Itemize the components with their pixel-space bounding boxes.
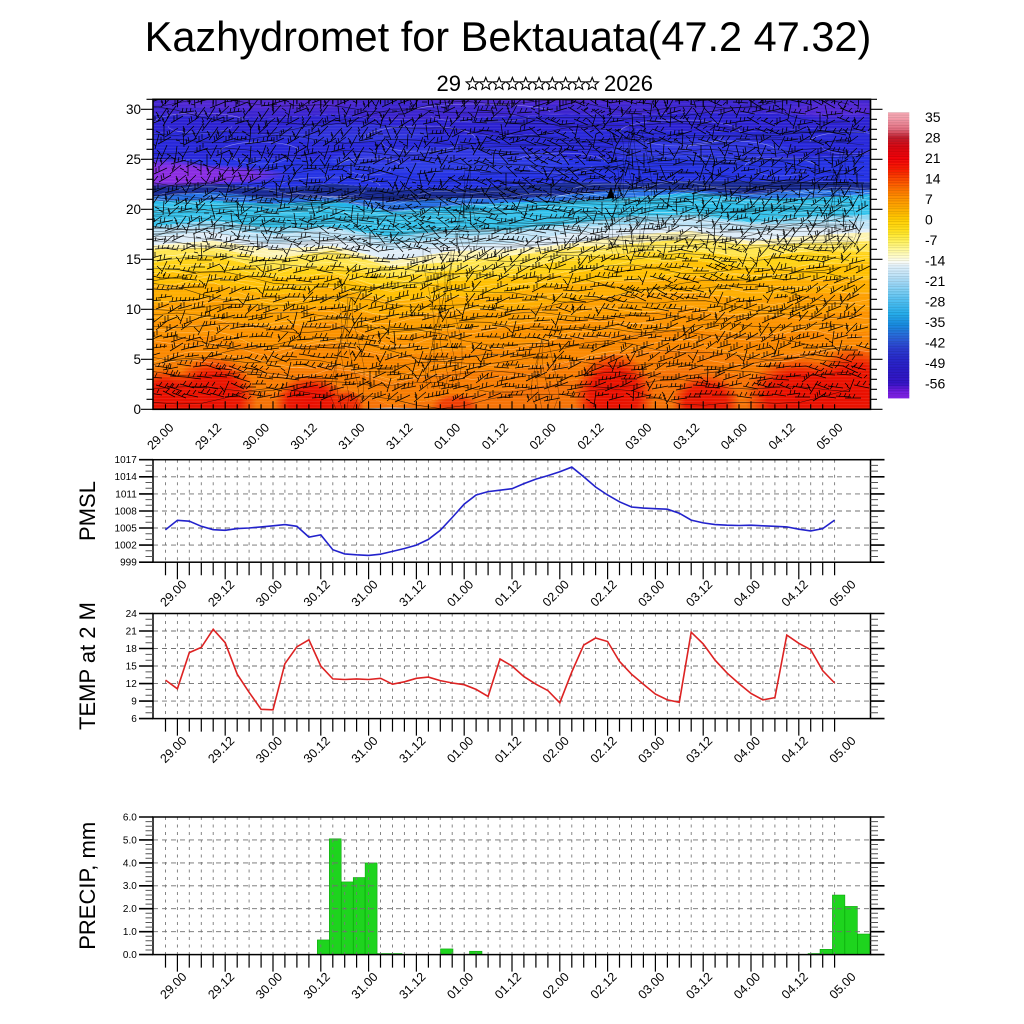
svg-text:21: 21: [925, 150, 941, 166]
svg-text:-35: -35: [925, 314, 945, 330]
svg-text:9: 9: [131, 697, 137, 708]
svg-text:2.0: 2.0: [123, 904, 137, 915]
svg-text:-28: -28: [925, 294, 945, 310]
svg-text:-42: -42: [925, 335, 945, 351]
svg-text:PMSL: PMSL: [75, 481, 100, 541]
svg-text:-7: -7: [925, 232, 938, 248]
svg-text:18: 18: [126, 644, 138, 655]
svg-text:PRECIP, mm: PRECIP, mm: [75, 822, 100, 950]
svg-text:TEMP at 2 M: TEMP at 2 M: [75, 602, 100, 730]
svg-text:1017: 1017: [115, 455, 138, 466]
svg-text:1008: 1008: [115, 506, 138, 517]
svg-text:21: 21: [126, 626, 138, 637]
svg-text:1011: 1011: [115, 489, 137, 500]
svg-text:999: 999: [120, 558, 137, 569]
svg-text:1.0: 1.0: [123, 927, 137, 938]
svg-text:2026: 2026: [604, 71, 653, 96]
svg-text:-21: -21: [925, 273, 945, 289]
svg-text:15: 15: [126, 661, 138, 672]
svg-text:15: 15: [126, 252, 141, 267]
svg-text:6.0: 6.0: [123, 812, 137, 823]
svg-text:1005: 1005: [115, 523, 138, 534]
svg-text:0.0: 0.0: [123, 950, 137, 961]
svg-text:20: 20: [126, 202, 141, 217]
svg-text:29: 29: [437, 71, 461, 96]
svg-text:0: 0: [133, 402, 141, 417]
svg-text:-14: -14: [925, 253, 945, 269]
svg-text:1014: 1014: [115, 472, 138, 483]
svg-text:14: 14: [925, 171, 941, 187]
svg-text:10: 10: [126, 302, 141, 317]
svg-text:30: 30: [126, 102, 141, 117]
svg-text:0: 0: [925, 212, 933, 228]
svg-text:24: 24: [126, 609, 138, 620]
svg-text:5.0: 5.0: [123, 835, 137, 846]
svg-text:7: 7: [925, 191, 933, 207]
svg-text:4.0: 4.0: [123, 858, 137, 869]
svg-text:35: 35: [925, 109, 941, 125]
svg-text:-56: -56: [925, 376, 945, 392]
svg-text:Kazhydromet for Bektauata(47.2: Kazhydromet for Bektauata(47.2 47.32): [145, 13, 872, 60]
svg-text:1002: 1002: [115, 541, 138, 552]
svg-text:3.0: 3.0: [123, 881, 137, 892]
svg-text:28: 28: [925, 130, 941, 146]
svg-text:5: 5: [133, 352, 141, 367]
svg-text:25: 25: [126, 152, 141, 167]
svg-text:12: 12: [126, 679, 138, 690]
svg-text:-49: -49: [925, 355, 945, 371]
svg-text:6: 6: [131, 714, 137, 725]
